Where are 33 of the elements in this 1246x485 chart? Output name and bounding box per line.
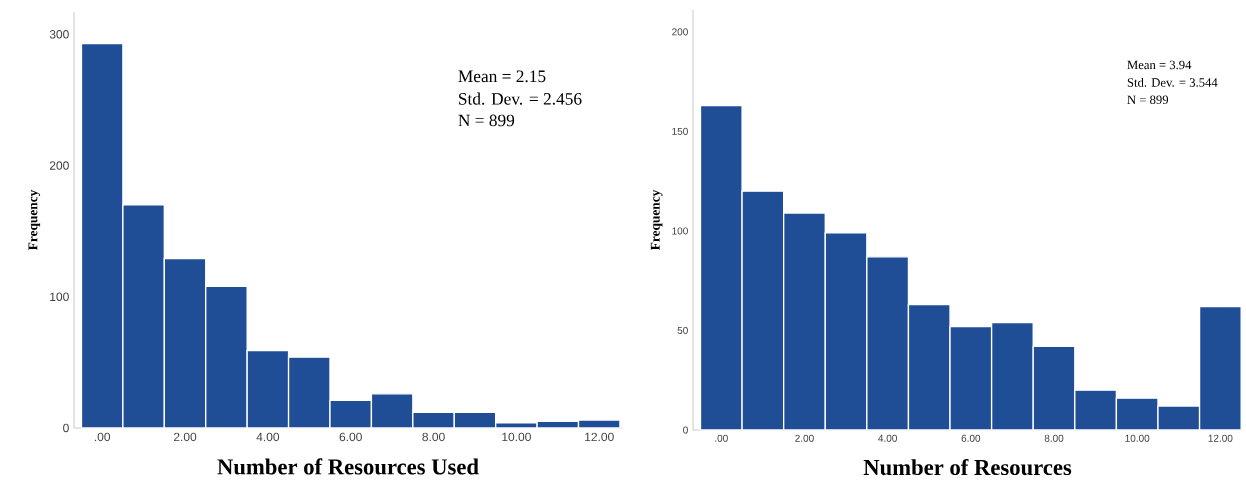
annotation: Mean = 2.15	[458, 70, 546, 83]
x-axis-title: Number of Resources	[863, 458, 1072, 476]
x-tick-label: 10.00	[502, 432, 531, 442]
annotation: N = 899	[1127, 95, 1169, 105]
x-tick-label: 10.00	[1125, 434, 1150, 442]
x-tick-label: .00	[94, 432, 111, 442]
y-tick-label: 0	[683, 426, 688, 434]
y-tick-label: 300	[49, 30, 69, 39]
y-tick-label: 150	[672, 127, 688, 135]
y-tick-label: 200	[672, 28, 688, 36]
y-tick-label: 50	[677, 326, 688, 335]
y-tick-label: 200	[49, 161, 69, 170]
x-tick-label: 2.00	[795, 434, 814, 442]
annotation: Std. Dev. = 3.544	[1127, 77, 1218, 87]
x-tick-label: 6.00	[961, 434, 981, 442]
x-tick-label: .00	[715, 434, 728, 442]
x-tick-label: 8.00	[422, 432, 445, 442]
y-tick-label: 0	[63, 423, 69, 433]
x-tick-label: 4.00	[878, 434, 897, 442]
x-tick-label: 12.00	[1208, 434, 1233, 442]
x-axis-title: Number of Resources Used	[217, 458, 479, 475]
y-axis-title: Frequency	[28, 189, 41, 250]
y-axis-title: Frequency	[650, 189, 663, 250]
x-tick-label: 6.00	[339, 432, 362, 442]
x-tick-label: 12.00	[585, 432, 614, 442]
x-tick-label: 2.00	[173, 432, 197, 442]
x-tick-label: 8.00	[1044, 434, 1064, 442]
annotation: Mean = 3.94	[1127, 60, 1192, 70]
annotation: Std. Dev. = 2.456	[459, 92, 582, 105]
y-tick-label: 100	[672, 227, 688, 235]
x-tick-label: 4.00	[256, 432, 280, 442]
annotation: N = 899	[458, 114, 515, 127]
y-tick-label: 100	[50, 292, 69, 302]
